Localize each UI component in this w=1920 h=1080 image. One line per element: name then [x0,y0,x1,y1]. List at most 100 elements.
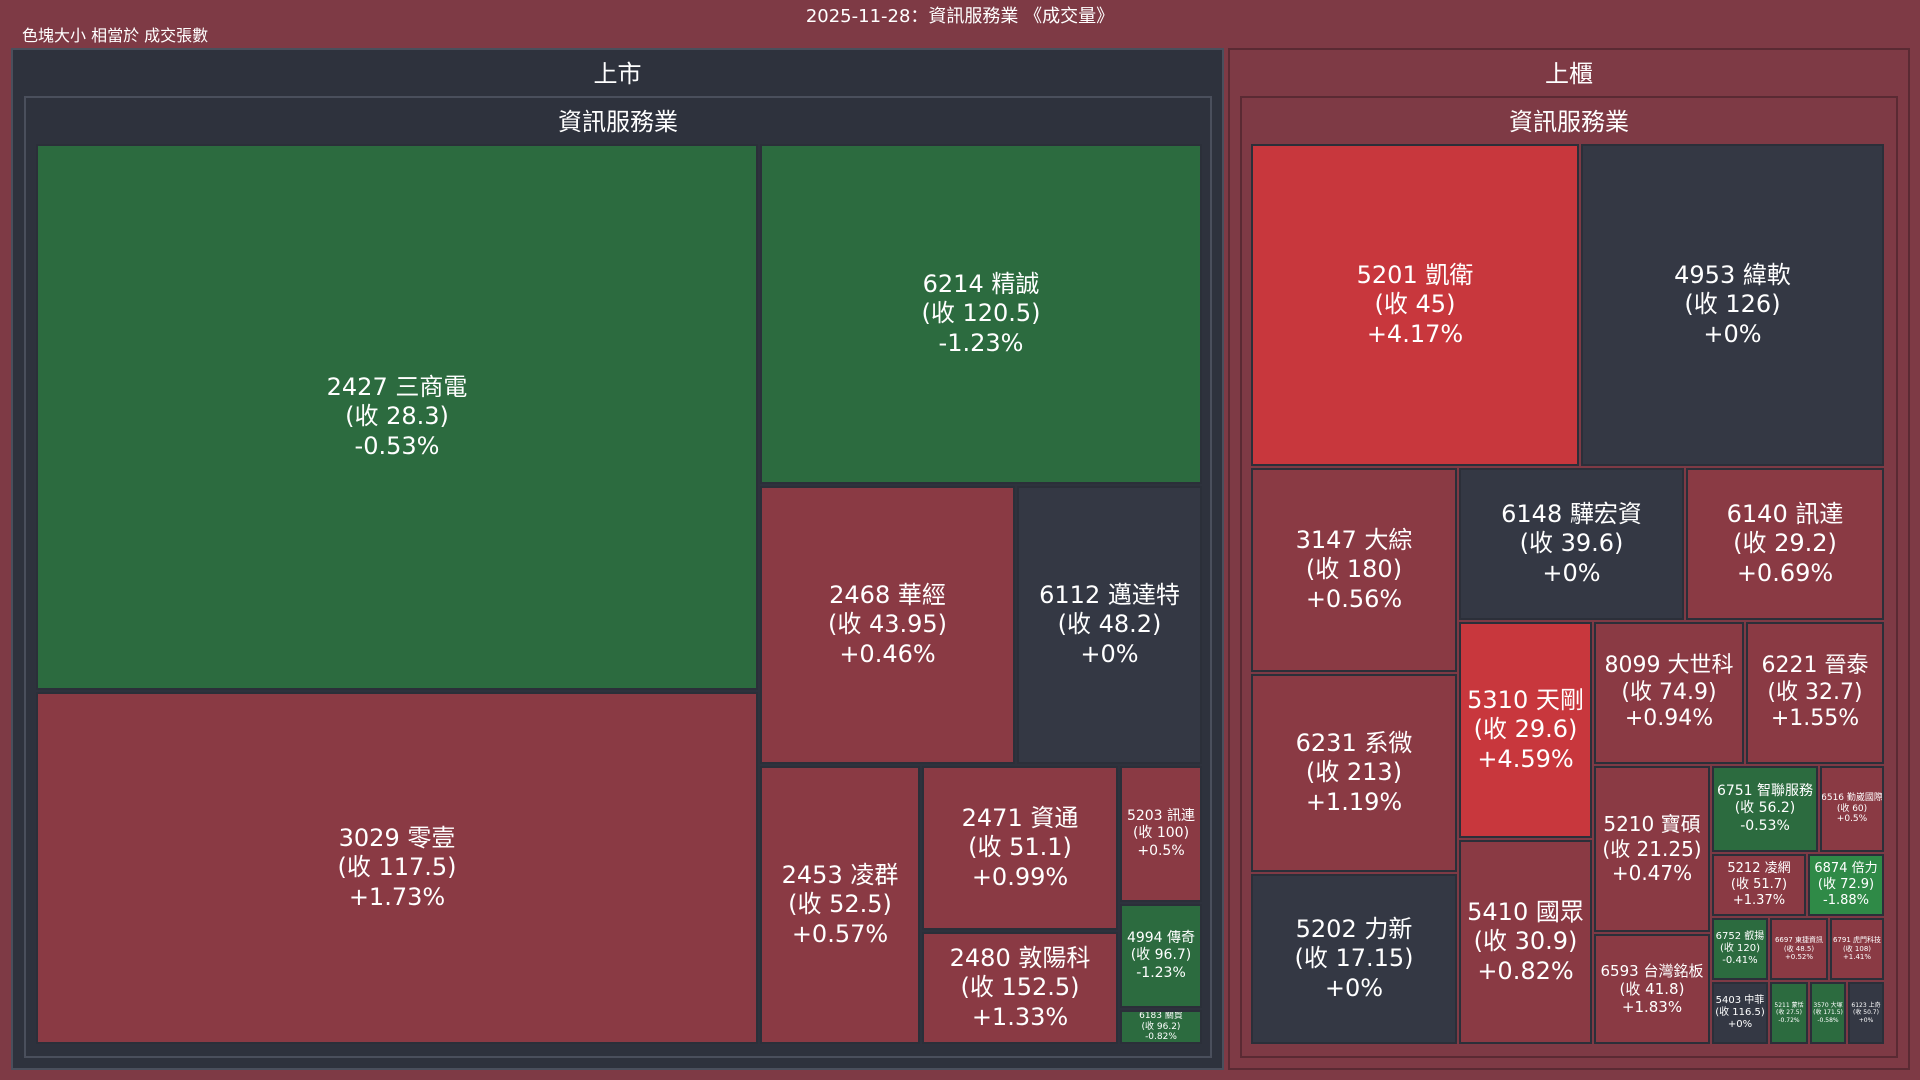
stock-tile-8099[interactable]: 8099 大世科 (收 74.9) +0.94% [1594,622,1744,764]
stock-label: 4994 傳奇 [1126,930,1196,947]
stock-label: 4953 緯軟 [1674,261,1791,290]
stock-close: (收 17.15) [1294,944,1414,973]
stock-tile-3147[interactable]: 3147 大綜 (收 180) +0.56% [1251,468,1457,672]
stock-change: +0.56% [1305,584,1403,613]
stock-close: (收 41.8) [1619,979,1685,998]
stock-label: 5202 力新 [1295,915,1413,944]
stock-tile-6752[interactable]: 6752 叡揚 (收 120) -0.41% [1712,918,1768,980]
stock-change: -1.88% [1823,892,1869,908]
stock-label: 5201 凱衛 [1356,261,1474,290]
stock-tile-2480[interactable]: 2480 敦陽科 (收 152.5) +1.33% [922,932,1118,1044]
stock-tile-6791[interactable]: 6791 虎門科技 (收 108) +1.41% [1830,918,1884,980]
stock-tile-2453[interactable]: 2453 凌群 (收 52.5) +0.57% [760,766,920,1044]
stock-label: 5210 寶碩 [1603,812,1701,837]
stock-tile-6593[interactable]: 6593 台灣銘板 (收 41.8) +1.83% [1594,934,1710,1044]
stock-close: (收 100) [1132,825,1190,842]
stock-close: (收 56.2) [1734,800,1796,817]
stock-tile-6123[interactable]: 6123 上奇 (收 50.7) +0% [1848,982,1884,1044]
stock-label: 6148 驊宏資 [1501,500,1642,529]
stock-close: (收 180) [1305,555,1403,584]
stock-tile-5403[interactable]: 5403 中菲 (收 116.5) +0% [1712,982,1768,1044]
stock-close: (收 72.9) [1817,877,1875,893]
stock-change: +0% [1703,319,1762,348]
stock-tile-6148[interactable]: 6148 驊宏資 (收 39.6) +0% [1459,468,1684,620]
stock-label: 6593 台灣銘板 [1600,961,1704,980]
stock-change: -0.58% [1817,1016,1839,1024]
stock-change: +0.5% [1137,842,1185,859]
stock-tile-5310[interactable]: 5310 天剛 (收 29.6) +4.59% [1459,622,1592,838]
stock-tile-6112[interactable]: 6112 邁達特 (收 48.2) +0% [1017,486,1202,764]
stock-close: (收 29.6) [1473,715,1578,744]
stock-tile-5212[interactable]: 5212 凌網 (收 51.7) +1.37% [1712,854,1806,916]
stock-label: 5310 天剛 [1467,686,1584,715]
stock-change: +0% [1858,1016,1874,1024]
stock-label: 2427 三商電 [326,373,468,402]
stock-close: (收 32.7) [1767,679,1863,705]
stock-tile-5211[interactable]: 5211 蒙恬 (收 27.5) -0.72% [1770,982,1808,1044]
stock-tile-6214[interactable]: 6214 精誠 (收 120.5) -1.23% [760,144,1202,484]
stock-change: +0.47% [1611,861,1693,886]
stock-tile-6697[interactable]: 6697 東捷資訊 (收 48.5) +0.52% [1770,918,1828,980]
stock-change: +0% [1727,1019,1753,1031]
stock-tile-2468[interactable]: 2468 華經 (收 43.95) +0.46% [760,486,1015,764]
stock-change: +0.57% [791,919,889,948]
stock-close: (收 51.1) [968,833,1072,862]
stock-tile-6874[interactable]: 6874 倍力 (收 72.9) -1.88% [1808,854,1884,916]
stock-close: (收 120) [1719,942,1761,954]
stock-label: 6791 虎門科技 [1832,936,1882,945]
stock-tile-2427[interactable]: 2427 三商電 (收 28.3) -0.53% [36,144,758,690]
stock-change: +0% [1324,973,1384,1002]
stock-change: +0.82% [1477,956,1574,985]
stock-change: +1.83% [1621,998,1683,1017]
stock-close: (收 116.5) [1715,1006,1765,1018]
stock-tile-4953[interactable]: 4953 緯軟 (收 126) +0% [1581,144,1884,466]
stock-tile-5210[interactable]: 5210 寶碩 (收 21.25) +0.47% [1594,766,1710,932]
stock-close: (收 30.9) [1473,927,1578,956]
stock-tile-5410[interactable]: 5410 國眾 (收 30.9) +0.82% [1459,840,1592,1044]
stock-change: +0% [1080,639,1139,668]
stock-label: 6140 訊達 [1726,500,1844,529]
stock-tile-5203[interactable]: 5203 訊連 (收 100) +0.5% [1120,766,1202,902]
stock-change: -1.23% [938,328,1024,357]
stock-change: +0.46% [839,639,936,668]
stock-close: (收 51.7) [1730,877,1788,893]
stock-label: 3570 大塚 [1813,1002,1843,1010]
stock-label: 3147 大綜 [1295,526,1413,555]
stock-tile-5202[interactable]: 5202 力新 (收 17.15) +0% [1251,874,1457,1044]
stock-change: -0.82% [1145,1032,1177,1043]
stock-tile-6221[interactable]: 6221 晉泰 (收 32.7) +1.55% [1746,622,1884,764]
stock-change: -0.72% [1778,1016,1800,1024]
stock-tile-3029[interactable]: 3029 零壹 (收 117.5) +1.73% [36,692,758,1044]
stock-close: (收 39.6) [1519,529,1624,558]
stock-close: (收 29.2) [1733,529,1837,558]
stock-close: (收 108) [1842,944,1872,953]
stock-tile-6751[interactable]: 6751 智聯服務 (收 56.2) -0.53% [1712,766,1818,852]
stock-label: 6874 倍力 [1814,861,1878,877]
stock-tile-3570[interactable]: 3570 大塚 (收 171.5) -0.58% [1810,982,1846,1044]
stock-label: 6697 東捷資訊 [1774,936,1824,945]
size-legend-note: 色塊大小 相當於 成交張數 [22,26,209,45]
stock-close: (收 120.5) [921,299,1041,328]
stock-change: +0.52% [1784,953,1814,962]
stock-label: 8099 大世科 [1604,652,1734,678]
stock-label: 2453 凌群 [781,861,899,890]
stock-change: +0.69% [1736,558,1834,587]
stock-tile-6516[interactable]: 6516 勤崴國際 (收 60) +0.5% [1820,766,1884,852]
stock-change: +0.5% [1836,814,1868,825]
market-label: 上市 [593,60,642,88]
stock-tile-2471[interactable]: 2471 資通 (收 51.1) +0.99% [922,766,1118,930]
stock-close: (收 48.2) [1057,610,1162,639]
stock-label: 6123 上奇 [1851,1002,1881,1010]
stock-tile-4994[interactable]: 4994 傳奇 (收 96.7) -1.23% [1120,904,1202,1008]
chart-title: 2025-11-28：資訊服務業 《成交量》 [805,6,1115,27]
stock-tile-6183[interactable]: 6183 關貿 (收 96.2) -0.82% [1120,1010,1202,1044]
stock-label: 2468 華經 [829,581,946,610]
stock-tile-5201[interactable]: 5201 凱衛 (收 45) +4.17% [1251,144,1579,466]
stock-close: (收 27.5) [1776,1009,1802,1017]
stock-change: +1.19% [1305,787,1403,816]
stock-tile-6231[interactable]: 6231 系微 (收 213) +1.19% [1251,674,1457,872]
stock-change: -0.41% [1722,955,1758,967]
stock-close: (收 21.25) [1602,836,1702,861]
stock-label: 5211 蒙恬 [1774,1002,1804,1010]
stock-tile-6140[interactable]: 6140 訊達 (收 29.2) +0.69% [1686,468,1884,620]
